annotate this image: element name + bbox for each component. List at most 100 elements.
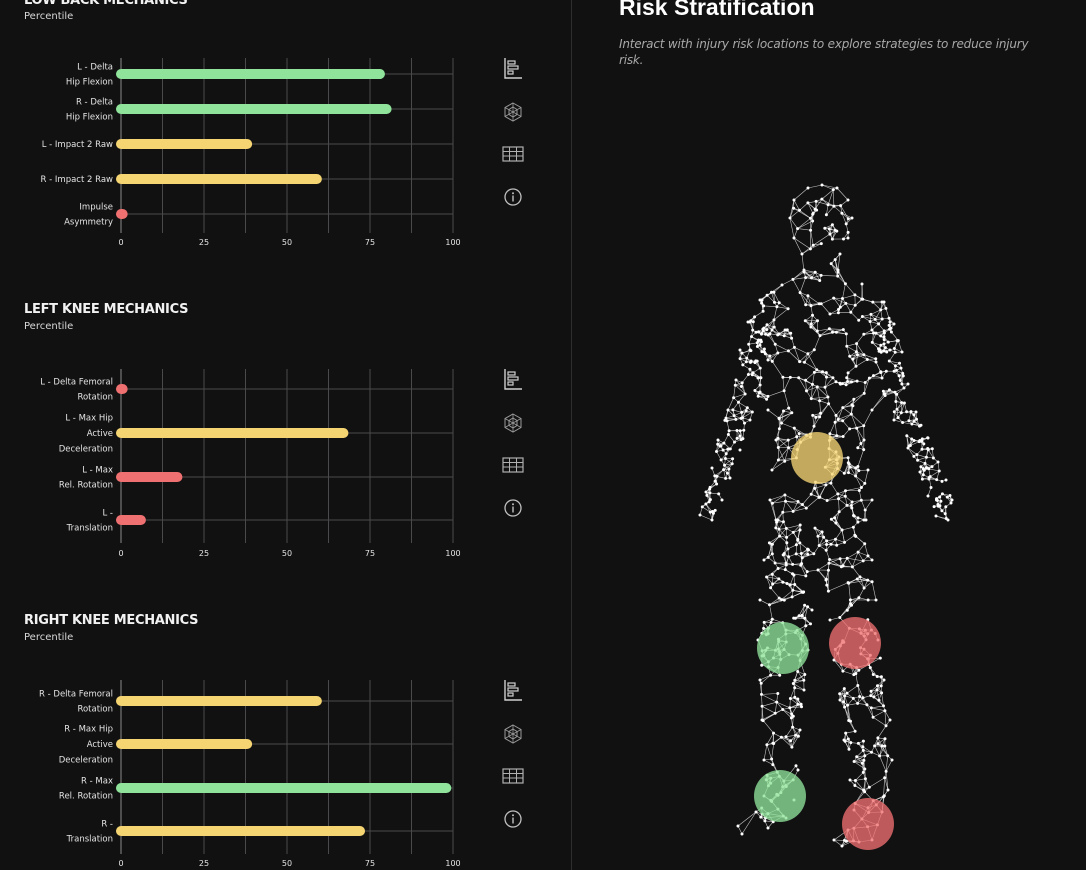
mesh-edge bbox=[810, 305, 813, 316]
table-icon[interactable] bbox=[500, 452, 526, 478]
mesh-edge bbox=[827, 189, 834, 205]
category-label: L - bbox=[102, 508, 113, 518]
mesh-edge bbox=[799, 277, 806, 293]
mesh-node bbox=[782, 598, 786, 602]
mesh-edge bbox=[813, 545, 820, 554]
mesh-edge bbox=[828, 562, 844, 567]
mesh-edge bbox=[833, 297, 846, 304]
mesh-node bbox=[830, 237, 834, 241]
mesh-node bbox=[790, 595, 794, 599]
mesh-edge bbox=[789, 210, 800, 219]
mesh-edge bbox=[814, 335, 821, 350]
mesh-node bbox=[816, 319, 819, 323]
mesh-node bbox=[930, 465, 934, 469]
info-icon[interactable] bbox=[500, 806, 526, 832]
mesh-node bbox=[871, 673, 875, 676]
category-label: Translation bbox=[66, 835, 113, 845]
mesh-node bbox=[856, 446, 860, 450]
mesh-node bbox=[784, 561, 788, 565]
mesh-node bbox=[926, 494, 930, 498]
mesh-edge bbox=[821, 275, 838, 277]
risk-hotspot-low-back[interactable] bbox=[791, 432, 843, 484]
mesh-edge bbox=[844, 695, 854, 699]
percentile-bar-charts: L - Delta Hip Flexion R - Delta Hip Flexion… bbox=[39, 58, 461, 868]
mesh-node bbox=[708, 510, 712, 514]
mesh-edge bbox=[830, 263, 838, 277]
mesh-node bbox=[922, 442, 926, 446]
mesh-node bbox=[861, 696, 865, 700]
info-icon[interactable] bbox=[500, 495, 526, 521]
mesh-node bbox=[837, 497, 840, 501]
mesh-node bbox=[746, 320, 750, 324]
risk-hotspot-right-ankle[interactable] bbox=[754, 770, 806, 822]
mesh-node bbox=[838, 692, 842, 696]
info-icon[interactable] bbox=[500, 184, 526, 210]
3d-model-icon[interactable] bbox=[500, 721, 526, 747]
3d-model-icon[interactable] bbox=[500, 99, 526, 125]
mesh-edge bbox=[819, 400, 829, 405]
mesh-node bbox=[797, 432, 801, 436]
mesh-node bbox=[857, 596, 861, 600]
mesh-edge bbox=[857, 543, 865, 553]
x-tick-label: 0 bbox=[118, 549, 123, 558]
mesh-node bbox=[785, 328, 789, 332]
mesh-node bbox=[855, 379, 859, 383]
risk-hotspot-left-ankle[interactable] bbox=[842, 798, 894, 850]
table-icon[interactable] bbox=[500, 141, 526, 167]
mesh-node bbox=[906, 446, 910, 450]
body-wireframe-model[interactable] bbox=[572, 0, 1086, 870]
bar-chart-icon[interactable] bbox=[500, 55, 526, 81]
mesh-node bbox=[854, 672, 858, 676]
mesh-node bbox=[846, 198, 850, 202]
risk-hotspot-left-knee[interactable] bbox=[829, 617, 881, 669]
mesh-node bbox=[821, 370, 824, 374]
mesh-edge bbox=[833, 839, 843, 847]
mesh-node bbox=[901, 371, 905, 375]
mesh-node bbox=[824, 483, 828, 487]
mesh-edge bbox=[776, 306, 789, 309]
mesh-edge bbox=[773, 308, 789, 321]
bar-chart-icon[interactable] bbox=[500, 366, 526, 392]
mesh-node bbox=[938, 495, 942, 499]
bar-chart-icon[interactable] bbox=[500, 677, 526, 703]
mesh-edge bbox=[862, 316, 871, 322]
section-subtitle: Percentile bbox=[24, 321, 74, 332]
mesh-edge bbox=[812, 372, 815, 385]
mesh-edge bbox=[908, 411, 912, 421]
mesh-edge bbox=[847, 365, 857, 374]
mesh-edge bbox=[769, 535, 780, 544]
mesh-edge bbox=[871, 581, 877, 601]
mesh-edge bbox=[810, 323, 821, 336]
mesh-node bbox=[823, 226, 827, 230]
mesh-edge bbox=[782, 501, 786, 513]
category-label: Rotation bbox=[77, 393, 113, 403]
risk-hotspot-right-knee[interactable] bbox=[757, 622, 809, 674]
mesh-node bbox=[884, 306, 888, 310]
mesh-edge bbox=[802, 494, 812, 505]
mesh-edge bbox=[790, 735, 799, 741]
mesh-node bbox=[784, 735, 788, 739]
3d-model-icon[interactable] bbox=[500, 410, 526, 436]
mesh-node bbox=[845, 344, 849, 348]
mesh-edge bbox=[778, 439, 789, 448]
mesh-node bbox=[724, 476, 728, 480]
mesh-node bbox=[828, 432, 832, 436]
mesh-node bbox=[809, 397, 813, 401]
mesh-node bbox=[865, 703, 869, 707]
mesh-node bbox=[760, 718, 764, 722]
mesh-edge bbox=[766, 319, 775, 330]
mesh-node bbox=[833, 420, 837, 424]
mesh-edge bbox=[800, 564, 808, 572]
mesh-node bbox=[868, 320, 872, 323]
mesh-edge bbox=[766, 576, 773, 585]
mesh-node bbox=[766, 358, 770, 362]
mesh-edge bbox=[813, 233, 831, 246]
mesh-node bbox=[843, 540, 846, 544]
mesh-edge bbox=[810, 243, 822, 250]
section-title: LEFT KNEE MECHANICS bbox=[24, 302, 189, 317]
table-icon[interactable] bbox=[500, 763, 526, 789]
mesh-node bbox=[816, 534, 820, 538]
mesh-edge bbox=[773, 292, 780, 303]
mesh-node bbox=[760, 704, 764, 708]
mesh-node bbox=[785, 541, 789, 545]
